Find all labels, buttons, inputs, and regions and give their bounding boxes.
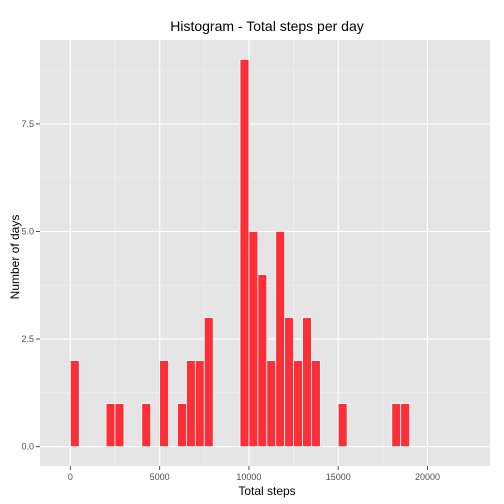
histogram-bar xyxy=(203,317,214,448)
x-tick-label: 10000 xyxy=(236,472,261,482)
chart-title: Histogram - Total steps per day xyxy=(170,18,364,34)
y-axis-label: Number of days xyxy=(8,215,22,300)
y-axis-ticks: 0.0 2.5 5.0 7.5 xyxy=(21,119,40,452)
histogram-bar xyxy=(105,403,116,448)
histogram-bar xyxy=(186,360,196,448)
histogram-bar xyxy=(293,360,303,448)
x-tick-label: 20000 xyxy=(415,472,440,482)
histogram-bar xyxy=(275,231,286,448)
histogram-bar xyxy=(337,403,348,448)
histogram-bar xyxy=(311,360,321,448)
histogram-bar xyxy=(257,274,268,448)
histogram-bar xyxy=(69,360,80,448)
histogram-bar xyxy=(239,58,250,448)
histogram-bar xyxy=(284,317,294,448)
x-axis-label: Total steps xyxy=(238,484,295,498)
histogram-bar xyxy=(266,360,277,448)
histogram-bar xyxy=(177,403,187,448)
histogram-bar xyxy=(141,403,152,448)
y-tick-label: 2.5 xyxy=(21,334,34,344)
y-tick-label: 7.5 xyxy=(21,119,34,129)
histogram-bar xyxy=(159,360,169,448)
histogram-bars xyxy=(69,58,411,448)
x-tick-label: 15000 xyxy=(326,472,351,482)
histogram-bar xyxy=(391,403,402,448)
x-tick-label: 0 xyxy=(68,472,73,482)
x-axis-ticks: 0 5000 10000 15000 20000 xyxy=(68,466,440,482)
histogram-bar xyxy=(400,403,411,448)
y-tick-label: 5.0 xyxy=(21,226,34,236)
histogram-bar xyxy=(114,403,125,448)
histogram-bar xyxy=(248,231,259,448)
histogram-bar xyxy=(194,360,205,448)
histogram-bar xyxy=(302,317,312,448)
x-tick-label: 5000 xyxy=(150,472,170,482)
y-tick-label: 0.0 xyxy=(21,442,34,452)
